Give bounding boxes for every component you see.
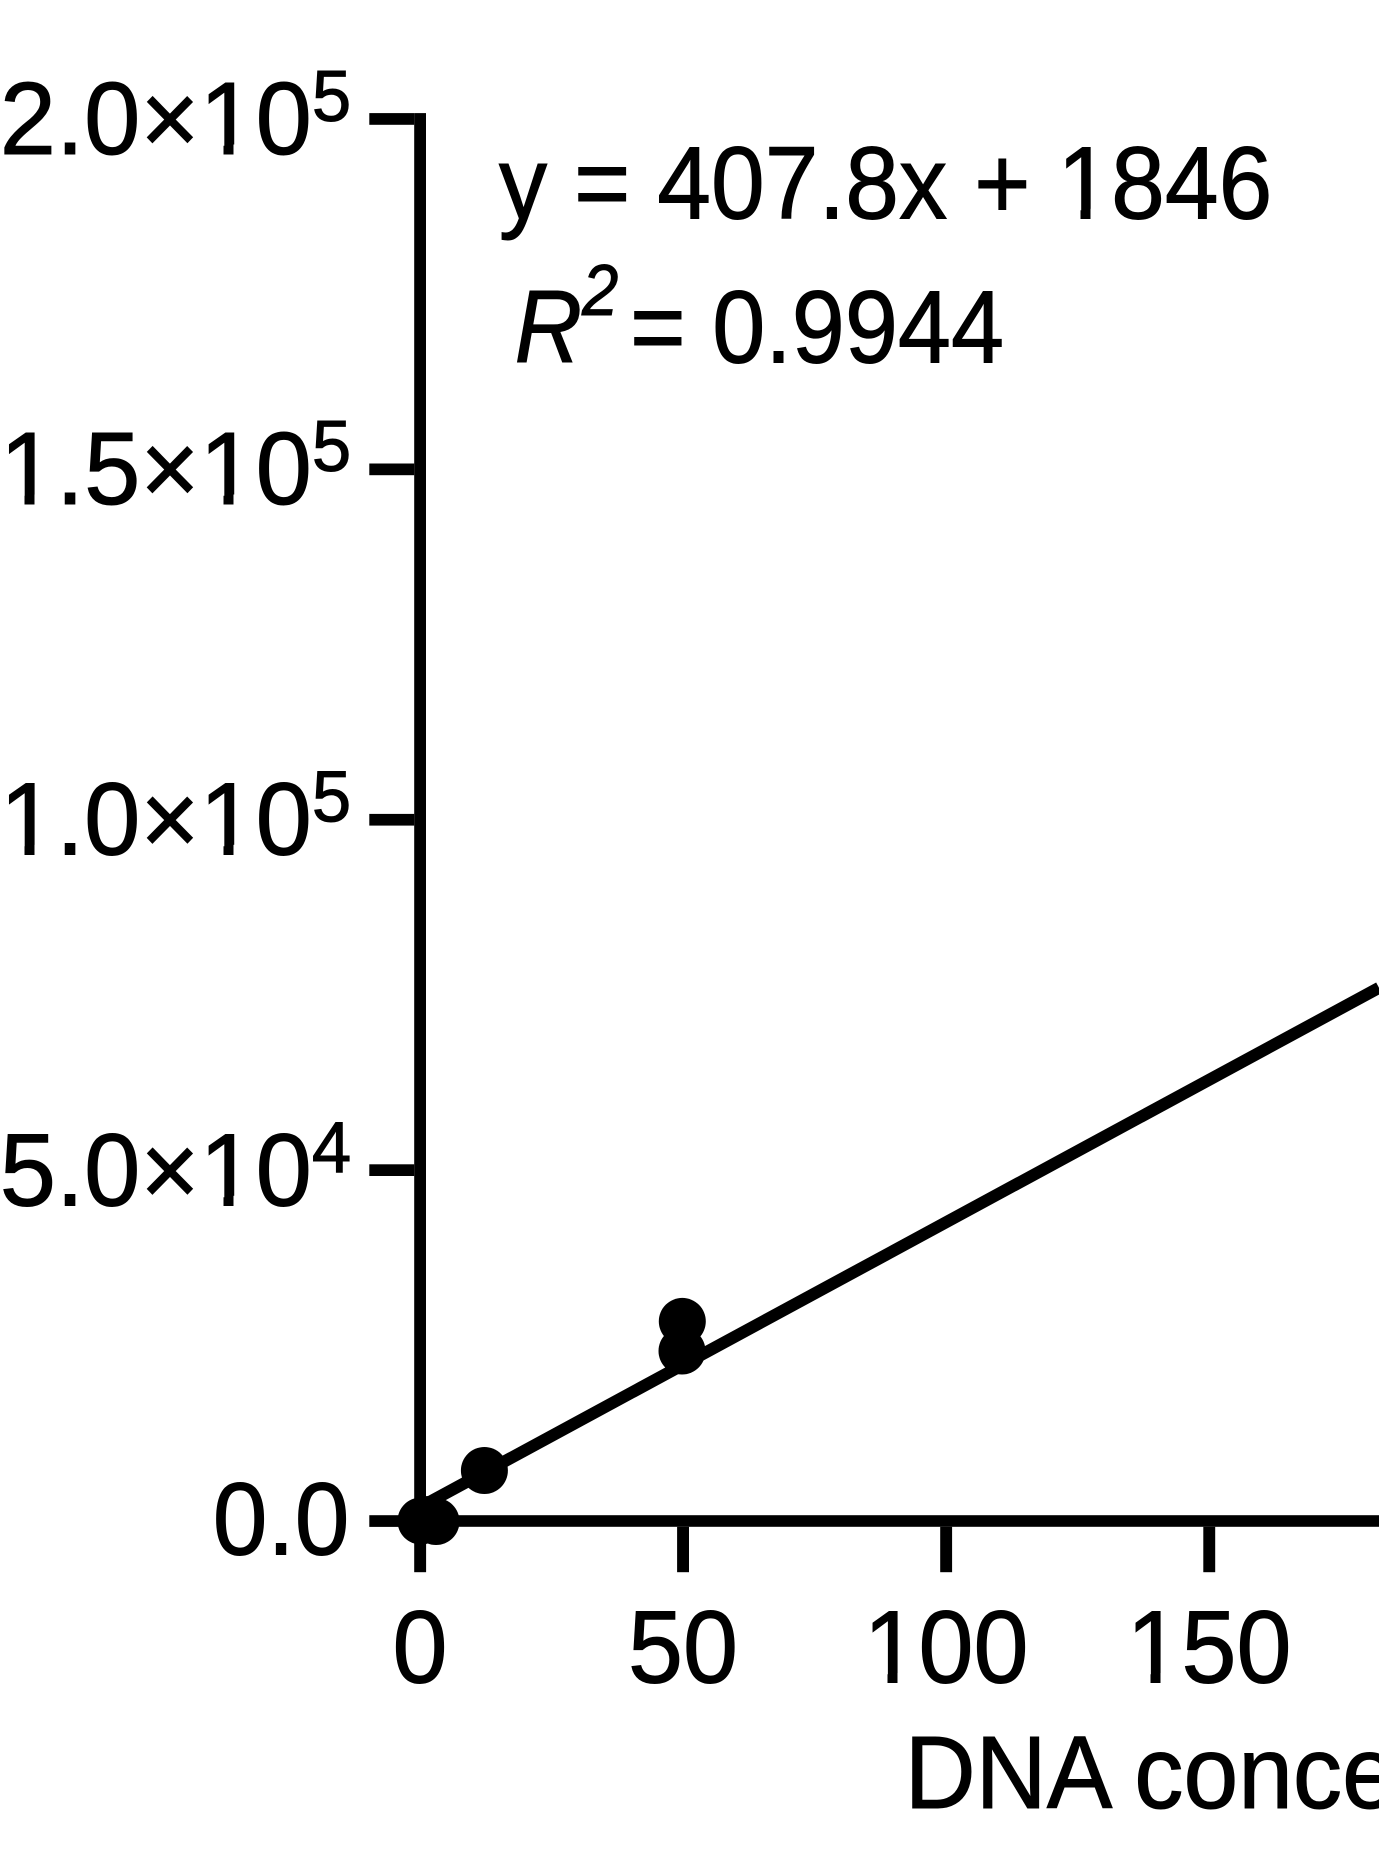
svg-text:50: 50 xyxy=(628,1591,738,1705)
svg-text:= 0.9944: = 0.9944 xyxy=(630,270,1004,385)
svg-text:5.0×104: 5.0×104 xyxy=(0,1108,351,1228)
svg-text:0: 0 xyxy=(393,1591,448,1705)
svg-text:DNA concentration (ng/mL): DNA concentration (ng/mL) xyxy=(905,1716,1379,1831)
svg-text:150: 150 xyxy=(1127,1591,1292,1705)
svg-text:y = 407.8x + 1846: y = 407.8x + 1846 xyxy=(499,126,1272,240)
svg-text:100: 100 xyxy=(864,1591,1029,1705)
svg-text:2.0×105: 2.0×105 xyxy=(0,56,351,176)
svg-text:1.0×105: 1.0×105 xyxy=(0,757,351,877)
svg-text:0.0: 0.0 xyxy=(213,1463,350,1578)
svg-text:1.5×105: 1.5×105 xyxy=(0,406,351,526)
